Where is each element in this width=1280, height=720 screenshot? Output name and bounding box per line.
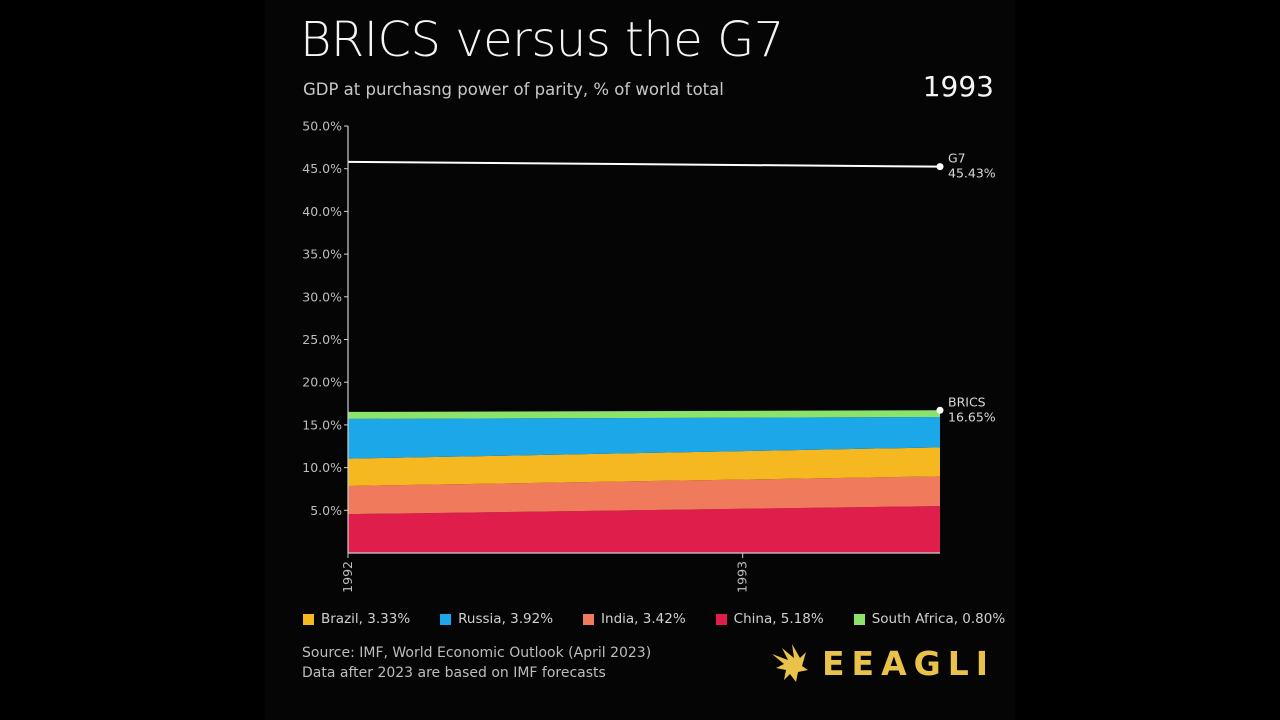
y-tick-label: 40.0% [302, 204, 342, 219]
y-tick-label: 25.0% [302, 332, 342, 347]
legend-swatch-russia [440, 613, 452, 625]
x-tick-label: 1993 [735, 561, 750, 593]
logo: EEAGLI [770, 640, 995, 686]
chart-panel [265, 0, 1015, 720]
forecast-note: Data after 2023 are based on IMF forecas… [302, 665, 606, 681]
brics-end-marker [936, 406, 944, 414]
y-tick-label: 20.0% [302, 375, 342, 390]
area-brazil [348, 447, 940, 486]
chart-subtitle: GDP at purchasng power of parity, % of w… [303, 80, 724, 99]
y-tick-label: 50.0% [302, 119, 342, 134]
x-tick-label: 1992 [340, 561, 355, 593]
eagle-icon [772, 644, 808, 682]
y-tick-label: 35.0% [302, 247, 342, 262]
source-line: Source: IMF, World Economic Outlook (Apr… [302, 645, 652, 661]
area-china [348, 506, 940, 553]
legend-item-brazil: Brazil, 3.33% [303, 611, 410, 627]
area-russia [348, 417, 940, 459]
legend: Brazil, 3.33% Russia, 3.92% India, 3.42%… [303, 611, 1006, 627]
legend-swatch-india [583, 613, 595, 625]
g7-value: 45.43% [948, 166, 996, 181]
g7-line [347, 160, 941, 168]
g7-label: G7 [948, 151, 966, 166]
source-note: Source: IMF, World Economic Outlook (Apr… [302, 643, 651, 683]
legend-label-china: China, 5.18% [733, 611, 824, 627]
legend-item-china: China, 5.18% [715, 611, 824, 627]
legend-label-south-africa: South Africa, 0.80% [871, 611, 1006, 627]
y-tick-label: 30.0% [302, 289, 342, 304]
brics-value: 16.65% [948, 409, 996, 424]
chart-title: BRICS versus the G7 [300, 12, 784, 68]
legend-swatch-brazil [303, 613, 314, 625]
brics-label: BRICS [948, 394, 986, 409]
legend-item-russia: Russia, 3.92% [440, 611, 553, 627]
area-south-africa [348, 410, 940, 419]
y-tick-label: 45.0% [302, 161, 342, 176]
legend-label-russia: Russia, 3.92% [458, 611, 554, 627]
y-tick-label: 5.0% [310, 503, 342, 518]
current-year-label: 1993 [922, 70, 994, 103]
g7-end-marker [936, 163, 944, 171]
area-india [348, 476, 940, 515]
legend-swatch-china [715, 613, 727, 625]
legend-label-india: India, 3.42% [601, 611, 686, 627]
legend-swatch-south-africa [853, 613, 865, 625]
y-tick-label: 15.0% [302, 417, 342, 432]
y-tick-label: 10.0% [302, 460, 342, 475]
legend-item-south-africa: South Africa, 0.80% [853, 611, 1006, 627]
legend-label-brazil: Brazil, 3.33% [321, 611, 411, 627]
legend-item-india: India, 3.42% [583, 611, 686, 627]
logo-text: EEAGLI [822, 643, 996, 683]
